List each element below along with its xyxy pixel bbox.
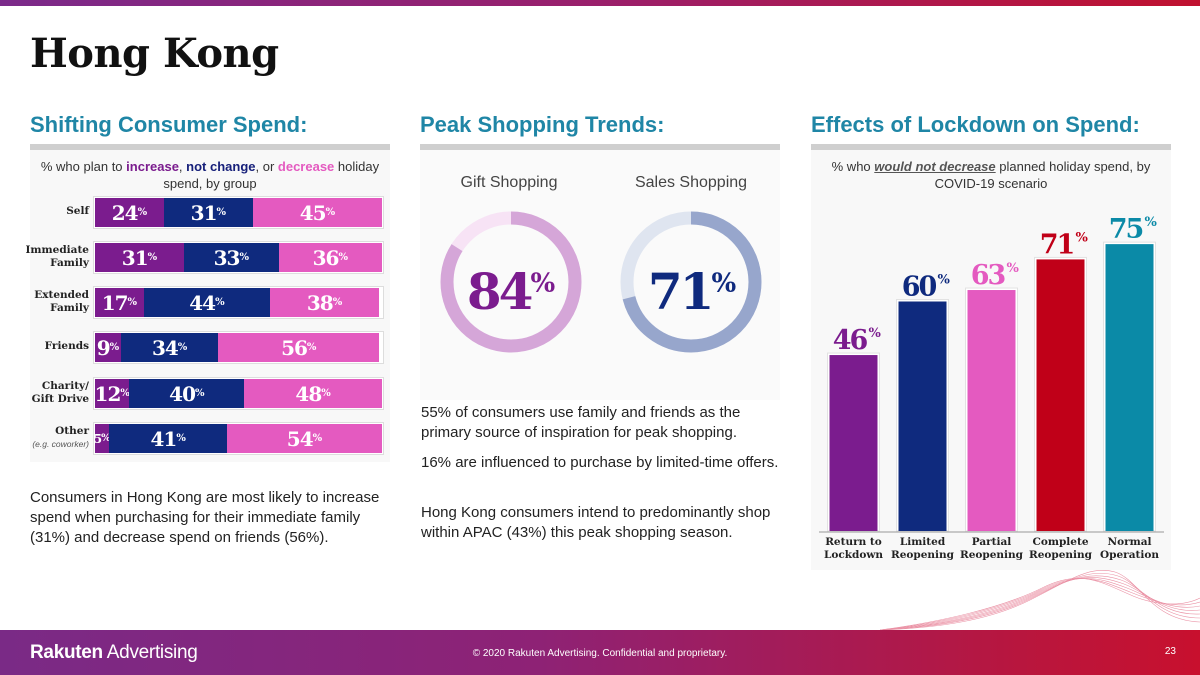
bar-segment-not-change: 41% [109,424,227,453]
bar-segment-decrease: 38% [270,288,380,317]
stacked-bar-row: 5%41%54% [93,422,384,455]
donut-value-sales: 71% [647,262,737,321]
spend-rule [30,144,390,150]
bar-segment-increase: 24% [95,198,164,227]
donut-value-gift: 84% [466,262,556,321]
bar [1105,244,1154,531]
bar-segment-decrease: 45% [252,198,382,227]
bar-value-unit: % [869,326,882,341]
bar-value-label: 75 [1109,214,1143,245]
bar-segment-not-change: 33% [183,243,279,272]
spend-paragraph: Consumers in Hong Kong are most likely t… [30,489,380,546]
bar [898,301,947,531]
bar-category-label: Reopening [891,549,955,561]
bar-segment-increase: 12% [95,379,130,408]
bar-value-unit: % [1007,261,1020,276]
bar-segment-increase: 17% [95,288,144,317]
stacked-bar-row: 9% 34% 56% [93,331,384,364]
peak-paragraph-3: Hong Kong consumers intend to predominan… [421,504,771,541]
donut-label-gift: Gift Shopping [460,174,558,191]
donut-arc [440,211,582,353]
bar-value-label: 46 [833,325,868,356]
bar-category-label: Limited [900,536,946,548]
bar-segment-decrease: 36% [278,243,382,272]
donut-charts [440,211,762,353]
bar [967,290,1016,531]
page-title: Hong Kong [30,30,279,77]
footer-bar: Rakuten Advertising © 2020 Rakuten Adver… [0,630,1200,675]
bar-segment-increase: 5% [95,424,110,453]
peak-rule [420,144,780,150]
bar-category-label: Extended Family [34,289,89,314]
bar-segment-not-change: 40% [129,379,245,408]
bar-value-label: 60 [902,272,937,303]
lockdown-subtitle: % who would not decrease planned holiday… [831,159,1151,191]
copyright-text: © 2020 Rakuten Advertising. Confidential… [472,648,728,659]
stacked-bar-row: 12% 40% 48% [93,377,384,410]
top-accent-bar [0,0,1200,6]
peak-paragraph-1: 55% of consumers use family and friends … [421,404,741,441]
peak-heading: Peak Shopping Trends: [420,112,665,137]
bar-category-label: Complete [1032,536,1088,548]
decorative-wave [880,570,1200,631]
bar-segment-increase: 9% [95,333,121,362]
bar-value-label: 63 [971,260,1006,291]
bar-segment-decrease: 56% [218,333,380,362]
stacked-bar-row: 24% 31% 45% [93,196,384,229]
brand-logo: Rakuten Advertising [30,642,198,663]
donut-arc [620,211,762,353]
bar-segment-increase: 31% [95,243,184,272]
bar-category-label: Other (e.g. coworker) [32,425,89,449]
donut-label-sales: Sales Shopping [634,174,748,191]
donut-panel [420,150,780,400]
bar-value-label: 71 [1040,229,1074,260]
bar-category-label: Normal [1107,536,1151,548]
stacked-bar-row: 17% 44% 38% [93,286,384,319]
bar-value-unit: % [938,273,951,288]
bar-category-label: Charity/ Gift Drive [31,380,89,405]
bar-value-unit: % [1076,230,1089,245]
bar-segment-not-change: 44% [143,288,271,317]
spend-heading: Shifting Consumer Spend: [30,112,308,137]
bar-segment-not-change: 31% [163,198,253,227]
bar-category-label: Self [66,205,89,217]
bar-category-label: Immediate Family [25,244,89,269]
bar-category-label: Return to [825,536,882,548]
lockdown-heading: Effects of Lockdown on Spend: [811,112,1140,137]
stacked-bar-row: 31% 33% 36% [93,241,384,274]
bar-segment-decrease: 54% [227,424,382,453]
page-number: 23 [1164,646,1176,657]
bar [1036,259,1085,531]
bar-category-label: Friends [44,340,89,352]
bar-category-label: Lockdown [824,549,883,561]
bar [829,355,878,531]
bar-category-label: Reopening [960,549,1024,561]
bar-segment-not-change: 34% [120,333,219,362]
peak-paragraph-2: 16% are influenced to purchase by limite… [421,454,779,471]
spend-subtitle: % who plan to increase, not change, or d… [40,159,380,191]
lockdown-rule [811,144,1171,150]
bar-category-label: Operation [1100,549,1159,561]
bar-segment-decrease: 48% [244,379,382,408]
bar-category-label: Reopening [1029,549,1093,561]
bar-category-label: Partial [972,536,1012,548]
bar-value-unit: % [1145,215,1158,230]
